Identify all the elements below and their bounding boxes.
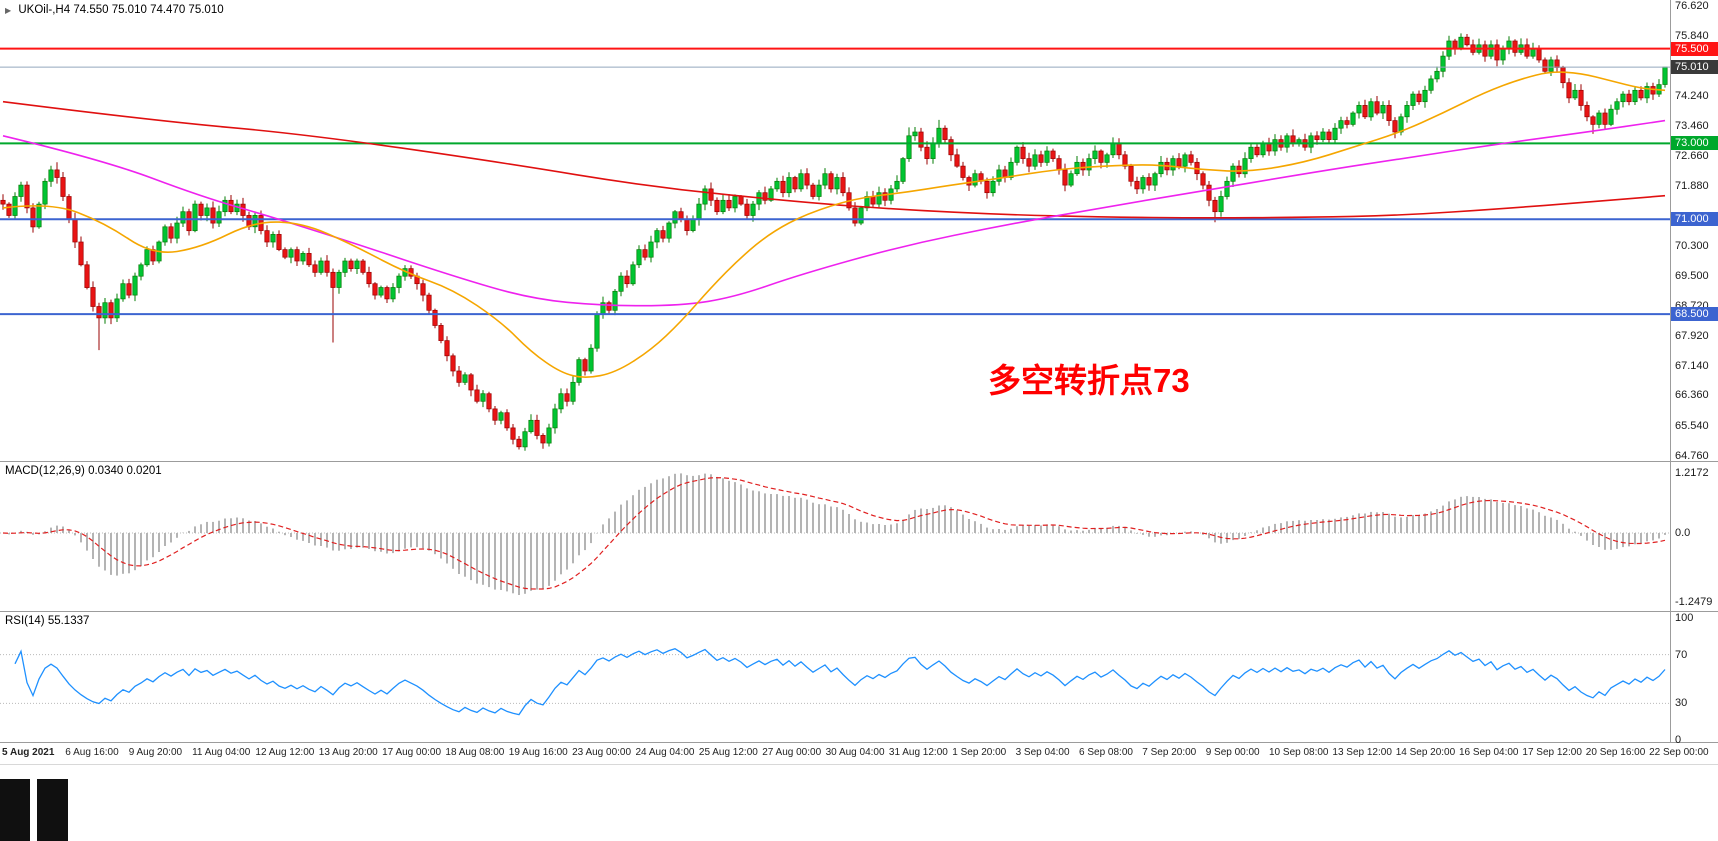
time-axis[interactable]: 5 Aug 2021 6 Aug 16:00 9 Aug 20:00 11 Aug 0…	[0, 744, 1718, 764]
price-badge-68.500: 68.500	[1671, 307, 1718, 322]
time-label: 13 Aug 20:00	[318, 747, 378, 758]
price-badge-75.500: 75.500	[1671, 41, 1718, 56]
macd-histogram	[8, 473, 1666, 595]
price-tick-label: 67.140	[1675, 359, 1709, 372]
time-label: 17 Sep 12:00	[1522, 747, 1582, 758]
price-tick-label: 74.240	[1675, 90, 1709, 103]
window-bottom-border	[0, 764, 1718, 765]
price-chart-canvas[interactable]	[0, 0, 1671, 462]
time-label: 22 Sep 00:00	[1649, 747, 1709, 758]
time-label: 24 Aug 04:00	[635, 747, 695, 758]
price-tick-label: 72.660	[1675, 150, 1709, 163]
candles-layer	[0, 33, 1668, 451]
time-label: 20 Sep 16:00	[1585, 747, 1646, 758]
macd-panel-canvas[interactable]	[0, 462, 1671, 610]
chart-header: ▶ UKOil-,H4 74.550 75.010 74.470 75.010	[5, 4, 224, 16]
time-label: 1 Sep 20:00	[952, 747, 1007, 758]
annotation-text: 多空转折点73	[988, 362, 1190, 399]
price-tick-label: 76.620	[1675, 0, 1709, 13]
time-label: 13 Sep 12:00	[1332, 747, 1392, 758]
price-badge-73.000: 73.000	[1671, 136, 1718, 151]
price-scale-column[interactable]: 76.620 75.840 74.240 73.460 72.660 71.880 70.3…	[1671, 0, 1718, 764]
window-fragment-2[interactable]	[37, 779, 68, 841]
symbol-timeframe-label: UKOil-,H4	[18, 4, 71, 16]
macd-axis-label: -1.2479	[1675, 596, 1713, 608]
price-tick-label: 73.460	[1675, 119, 1709, 132]
price-tick-label: 69.500	[1675, 270, 1709, 283]
time-label: 16 Sep 04:00	[1459, 747, 1519, 758]
rsi-axis-label: 70	[1675, 649, 1688, 661]
time-label: 11 Aug 04:00	[192, 747, 251, 758]
time-label: 5 Aug 2021	[2, 747, 55, 758]
rsi-axis-label: 30	[1675, 697, 1688, 709]
time-label: 31 Aug 12:00	[888, 747, 948, 758]
rsi-line	[14, 647, 1666, 716]
macd-axis-label: 1.2172	[1675, 467, 1709, 479]
price-tick-label: 75.840	[1675, 29, 1709, 42]
time-label: 17 Aug 00:00	[382, 747, 442, 758]
price-tick-label: 66.360	[1675, 389, 1709, 402]
time-label: 18 Aug 08:00	[445, 747, 505, 758]
macd-indicator-label: MACD(12,26,9) 0.0340 0.0201	[5, 465, 162, 477]
price-badge-75.010: 75.010	[1671, 60, 1718, 75]
time-label: 10 Sep 08:00	[1269, 747, 1329, 758]
ma-slow-red	[2, 100, 1666, 219]
time-label: 12 Aug 12:00	[255, 747, 315, 758]
price-badge-71.000: 71.000	[1671, 212, 1718, 227]
time-label: 6 Sep 08:00	[1079, 747, 1133, 758]
rsi-indicator-label: RSI(14) 55.1337	[5, 615, 90, 627]
price-scale-divider	[1670, 0, 1671, 742]
time-label: 6 Aug 16:00	[65, 747, 119, 758]
price-tick-label: 65.540	[1675, 420, 1709, 433]
time-label: 7 Sep 20:00	[1142, 747, 1197, 758]
macd-signal-line	[2, 477, 1666, 590]
window-fragment-1[interactable]	[0, 779, 30, 841]
ma-fast-orange	[2, 71, 1666, 378]
price-tick-label: 67.920	[1675, 330, 1709, 343]
time-label: 14 Sep 20:00	[1395, 747, 1456, 758]
time-label: 9 Sep 00:00	[1205, 747, 1260, 758]
time-label: 23 Aug 00:00	[572, 747, 632, 758]
time-label: 27 Aug 00:00	[762, 747, 822, 758]
panel-separator-rsi[interactable]	[0, 611, 1718, 612]
ma-mid-magenta	[2, 119, 1666, 307]
time-label: 3 Sep 04:00	[1015, 747, 1070, 758]
time-label: 9 Aug 20:00	[128, 747, 183, 758]
macd-axis-label: 0.0	[1675, 527, 1691, 539]
time-label: 19 Aug 16:00	[508, 747, 568, 758]
price-tick-label: 71.880	[1675, 179, 1709, 192]
price-tick-label: 64.760	[1675, 449, 1709, 462]
price-tick-label: 70.300	[1675, 239, 1709, 252]
rsi-axis-label: 100	[1675, 612, 1694, 624]
time-label: 30 Aug 04:00	[825, 747, 885, 758]
ohlc-values: 74.550 75.010 74.470 75.010	[73, 4, 224, 16]
expand-arrow-icon[interactable]: ▶	[5, 6, 12, 15]
panel-separator-macd[interactable]	[0, 461, 1718, 462]
time-axis-border	[0, 742, 1718, 743]
rsi-axis-label: 0	[1675, 734, 1682, 746]
rsi-panel-canvas[interactable]	[0, 612, 1671, 742]
time-label: 25 Aug 12:00	[698, 747, 758, 758]
